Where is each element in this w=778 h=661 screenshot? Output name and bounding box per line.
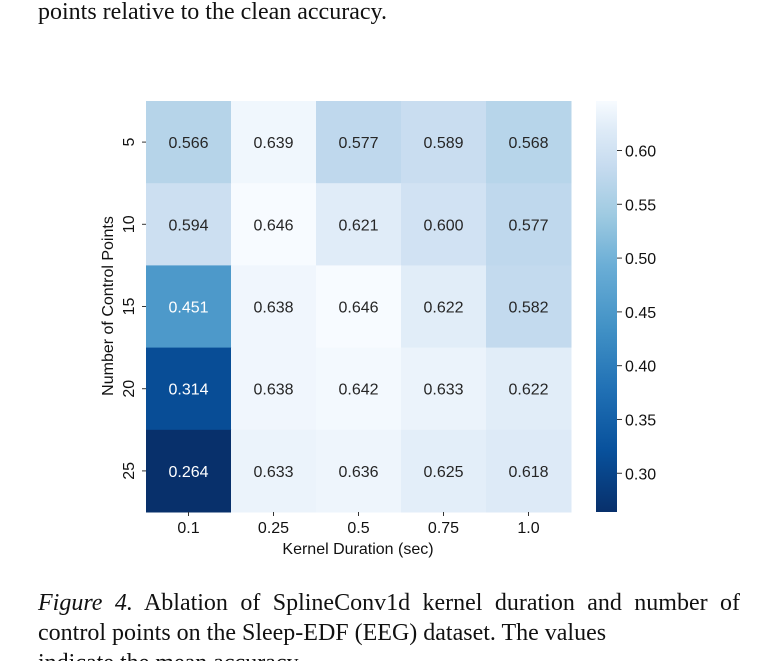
- cell-value-label: 0.646: [338, 300, 378, 317]
- cell-value-label: 0.589: [423, 135, 463, 152]
- cell-value-label: 0.633: [253, 464, 293, 481]
- x-tick-label: 0.5: [347, 520, 369, 537]
- cell-value-label: 0.451: [168, 300, 208, 317]
- heatmap-cell: [231, 265, 317, 349]
- y-axis-label: Number of Control Points: [100, 216, 117, 396]
- cell-value-label: 0.264: [168, 464, 208, 481]
- heatmap-cell: [401, 183, 487, 266]
- y-tick-label: 25: [121, 462, 138, 480]
- heatmap-cell: [231, 347, 317, 431]
- heatmap-cell: [486, 347, 572, 431]
- cell-value-label: 0.600: [423, 217, 463, 234]
- cell-value-label: 0.639: [253, 135, 293, 152]
- colorbar-tick-label: 0.60: [625, 143, 656, 160]
- heatmap-cell: [486, 429, 572, 513]
- body-text-line: points relative to the clean accuracy.: [38, 0, 387, 25]
- heatmap-cell: [146, 429, 232, 513]
- heatmap-cell: [316, 101, 402, 184]
- colorbar-tick-label: 0.35: [625, 412, 656, 429]
- caption-text: Ablation of SplineConv1d kernel duration…: [38, 590, 740, 646]
- cell-value-label: 0.577: [338, 135, 378, 152]
- caption-cut-line: indicate the mean accuracy.: [38, 648, 740, 661]
- cell-value-label: 0.625: [423, 464, 463, 481]
- figure-label: Figure 4.: [38, 590, 133, 616]
- cell-value-label: 0.577: [508, 217, 548, 234]
- cell-value-label: 0.638: [253, 300, 293, 317]
- cell-value-label: 0.646: [253, 217, 293, 234]
- cell-value-label: 0.622: [423, 300, 463, 317]
- cell-value-label: 0.594: [168, 217, 208, 234]
- heatmap-cell: [401, 429, 487, 513]
- colorbar-tick-label: 0.55: [625, 197, 656, 214]
- colorbar-tick-label: 0.50: [625, 251, 656, 268]
- x-tick-label: 0.1: [177, 520, 199, 537]
- heatmap-cell: [401, 265, 487, 349]
- x-tick-label: 0.75: [428, 520, 459, 537]
- heatmap-cell: [316, 347, 402, 431]
- cell-value-label: 0.636: [338, 464, 378, 481]
- cell-value-label: 0.582: [508, 300, 548, 317]
- x-axis-label: Kernel Duration (sec): [282, 541, 433, 558]
- heatmap-cell: [316, 183, 402, 266]
- cell-value-label: 0.638: [253, 382, 293, 399]
- y-tick-label: 20: [121, 380, 138, 398]
- cell-value-label: 0.566: [168, 135, 208, 152]
- heatmap-cell: [401, 101, 487, 184]
- y-tick-label: 10: [121, 215, 138, 233]
- heatmap-cell: [231, 101, 317, 184]
- heatmap-figure: 0.566 0.639 0.577 0.589 0.568 0.594 0.646 0.621…: [100, 101, 656, 558]
- figure-caption: Figure 4. Ablation of SplineConv1d kerne…: [38, 588, 740, 661]
- x-tick-label: 1.0: [517, 520, 539, 537]
- heatmap-cell: [316, 429, 402, 513]
- cell-value-label: 0.633: [423, 382, 463, 399]
- cell-value-label: 0.618: [508, 464, 548, 481]
- cell-value-label: 0.621: [338, 217, 378, 234]
- heatmap-cell: [486, 101, 572, 184]
- heatmap-cell: [146, 265, 232, 349]
- cell-value-label: 0.314: [168, 382, 208, 399]
- colorbar-tick-label: 0.45: [625, 305, 656, 322]
- x-tick-label: 0.25: [258, 520, 289, 537]
- heatmap-cell: [146, 347, 232, 431]
- y-tick-label: 5: [121, 138, 138, 147]
- heatmap-cell: [231, 183, 317, 266]
- heatmap-cell: [316, 265, 402, 349]
- cell-value-label: 0.568: [508, 135, 548, 152]
- heatmap-cell: [231, 429, 317, 513]
- colorbar-tick-label: 0.40: [625, 359, 656, 376]
- colorbar: [596, 101, 617, 512]
- heatmap-cell: [486, 265, 572, 349]
- heatmap-cell: [146, 101, 232, 184]
- cell-value-label: 0.642: [338, 382, 378, 399]
- colorbar-tick-label: 0.30: [625, 466, 656, 483]
- heatmap-cell: [486, 183, 572, 266]
- cell-value-label: 0.622: [508, 382, 548, 399]
- heatmap-cell: [401, 347, 487, 431]
- y-tick-label: 15: [121, 298, 138, 316]
- heatmap-cell: [146, 183, 232, 266]
